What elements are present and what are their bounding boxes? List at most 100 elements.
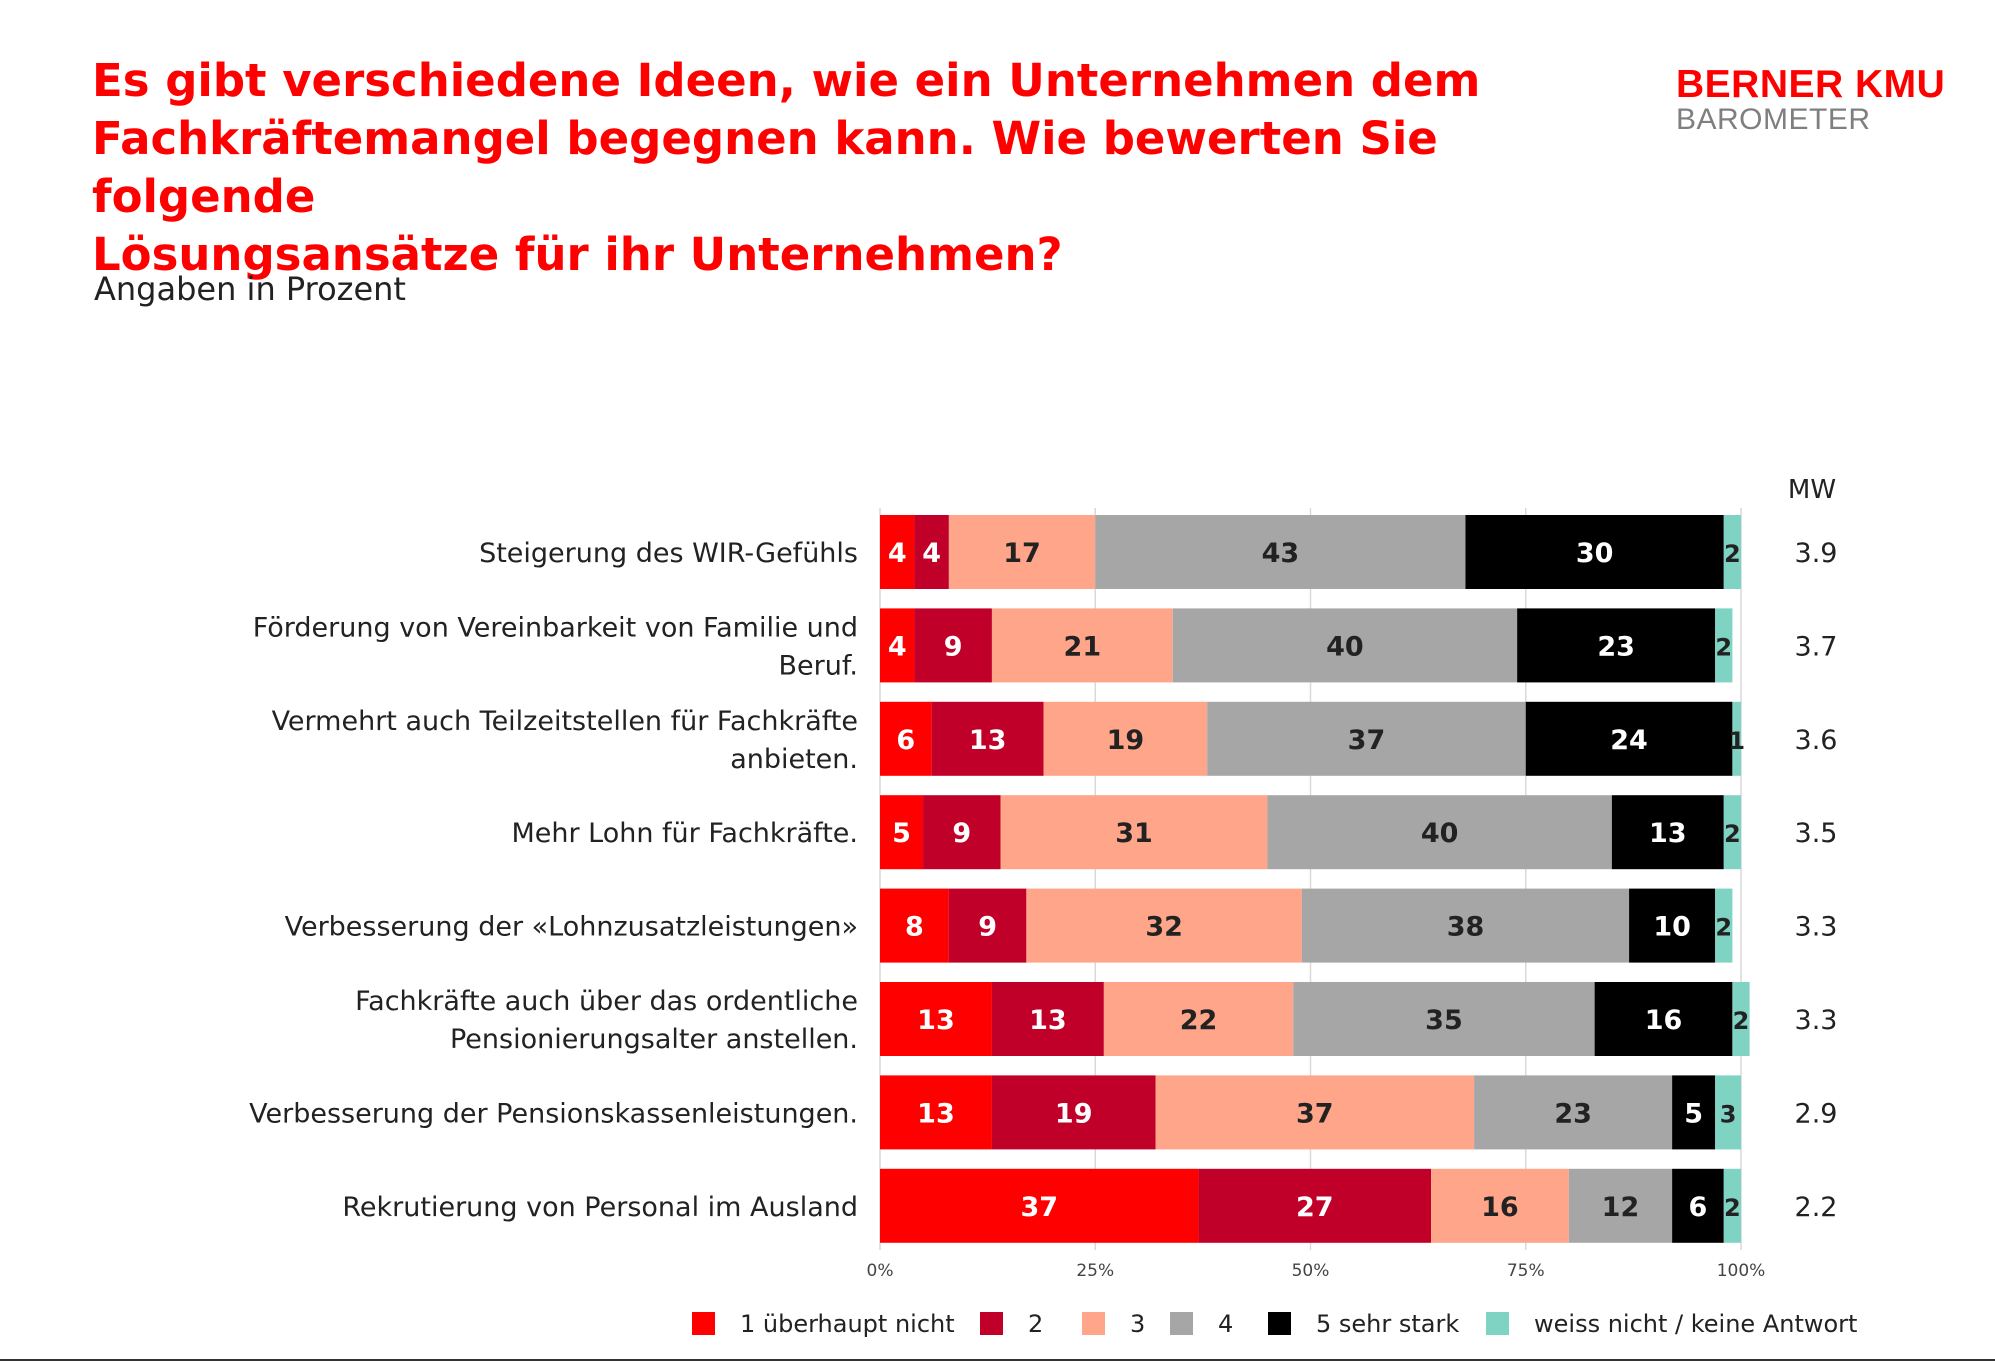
bar-segment: [1474, 1075, 1673, 1150]
bar-segment: [1715, 1075, 1741, 1150]
bar-segment: [880, 795, 924, 870]
legend-swatch: [1268, 1312, 1291, 1335]
data-label: 27: [1296, 1192, 1334, 1223]
bar-segment: [1611, 795, 1724, 870]
data-label: 30: [1576, 538, 1614, 569]
data-label: 6: [1689, 1192, 1708, 1223]
mw-value: 3.3: [1795, 1005, 1838, 1036]
data-label: 32: [1145, 912, 1183, 943]
mw-value: 2.2: [1795, 1192, 1838, 1223]
category-label: Vermehrt auch Teilzeitstellen für Fachkr…: [272, 706, 858, 737]
bar-segment: [1172, 608, 1518, 683]
bar-segment: [880, 608, 915, 683]
legend-label: 3: [1130, 1310, 1145, 1338]
bar-segment: [1723, 515, 1741, 589]
data-label: 13: [969, 725, 1007, 756]
data-label: 24: [1610, 725, 1648, 756]
data-label: 16: [1481, 1192, 1519, 1223]
bar-segment: [1043, 701, 1208, 776]
bar-segment: [1723, 1168, 1741, 1243]
bar-segment: [948, 888, 1027, 963]
data-label: 19: [1107, 725, 1145, 756]
legend-swatch: [1486, 1312, 1509, 1335]
legend-label: weiss nicht / keine Antwort: [1534, 1310, 1857, 1338]
bar-segment: [1198, 1168, 1432, 1243]
legend-swatch: [1082, 1312, 1105, 1335]
bottom-divider: [0, 1359, 1995, 1361]
data-label: 23: [1597, 631, 1635, 662]
category-label: anbieten.: [730, 744, 858, 775]
bar-segment: [1293, 982, 1595, 1056]
category-label: Verbesserung der «Lohnzusatzleistungen»: [285, 912, 858, 943]
data-label: 37: [1296, 1098, 1334, 1129]
data-label: 8: [905, 912, 924, 943]
logo-line-1: BERNER KMU: [1676, 63, 1946, 106]
title-line: Fachkräftemangel begegnen kann. Wie bewe…: [92, 112, 1438, 223]
legend-swatch: [980, 1312, 1003, 1335]
bar-segment: [1732, 701, 1741, 776]
data-label: 2: [1715, 914, 1732, 942]
category-label: Beruf.: [779, 650, 858, 681]
bar-segment: [1267, 795, 1612, 870]
data-label: 31: [1115, 818, 1153, 849]
bar-segment: [1431, 1168, 1569, 1243]
bar-segment: [1629, 888, 1716, 963]
data-label: 43: [1262, 538, 1300, 569]
data-label: 13: [1649, 818, 1687, 849]
bar-segment: [880, 1075, 992, 1150]
data-label: 40: [1421, 818, 1459, 849]
data-label: 4: [922, 538, 941, 569]
category-label: Fachkräfte auch über das ordentliche: [355, 986, 858, 1017]
bar-segment: [948, 515, 1096, 589]
legend-label: 1 überhaupt nicht: [740, 1310, 955, 1338]
bar-segment: [1155, 1075, 1475, 1150]
bar-segment: [1723, 795, 1741, 870]
category-label: Steigerung des WIR-Gefühls: [479, 538, 858, 569]
bar-segment: [923, 795, 1001, 870]
data-label: 5: [1684, 1098, 1703, 1129]
mw-value: 3.5: [1795, 818, 1838, 849]
bar-segment: [991, 608, 1173, 683]
data-label: 2: [1724, 540, 1741, 568]
data-label: 21: [1064, 631, 1102, 662]
bar-segment: [880, 515, 915, 589]
data-label: 5: [892, 818, 911, 849]
data-label: 2: [1724, 820, 1741, 848]
category-label: Förderung von Vereinbarkeit von Familie …: [253, 612, 858, 643]
bar-segment: [991, 982, 1104, 1056]
data-label: 2: [1724, 1194, 1741, 1222]
data-label: 35: [1425, 1005, 1463, 1036]
bar-segment: [991, 1075, 1156, 1150]
data-label: 6: [896, 725, 915, 756]
bar-segment: [880, 701, 932, 776]
category-label: Mehr Lohn für Fachkräfte.: [511, 818, 858, 849]
chart-subtitle: Angaben in Prozent: [94, 270, 406, 308]
data-label: 22: [1180, 1005, 1218, 1036]
bar-segment: [1568, 1168, 1673, 1243]
bar-segment: [880, 982, 992, 1056]
bar-segment: [1594, 982, 1733, 1056]
bar-segment: [1715, 608, 1733, 683]
data-label: 2: [1733, 1007, 1750, 1035]
data-label: 9: [944, 631, 963, 662]
category-label: Pensionierungsalter anstellen.: [450, 1024, 858, 1055]
data-label: 2: [1715, 633, 1732, 661]
mw-value: 2.9: [1795, 1098, 1838, 1129]
data-label: 9: [952, 818, 971, 849]
bar-segment: [914, 608, 992, 683]
category-label: Verbesserung der Pensionskassenleistunge…: [249, 1098, 858, 1129]
data-label: 13: [917, 1098, 955, 1129]
bar-segment: [1301, 888, 1630, 963]
mw-value: 3.7: [1795, 631, 1838, 662]
data-label: 12: [1602, 1192, 1640, 1223]
bar-segment: [1000, 795, 1268, 870]
x-tick-label: 25%: [1076, 1261, 1114, 1281]
data-label: 37: [1348, 725, 1386, 756]
legend-label: 4: [1218, 1310, 1233, 1338]
bar-segment: [1672, 1075, 1716, 1150]
bar-segment: [1672, 1168, 1724, 1243]
logo: BERNER KMU BAROMETER: [1676, 63, 1946, 136]
data-label: 17: [1003, 538, 1041, 569]
data-label: 9: [978, 912, 997, 943]
category-label: Rekrutierung von Personal im Ausland: [342, 1192, 858, 1223]
